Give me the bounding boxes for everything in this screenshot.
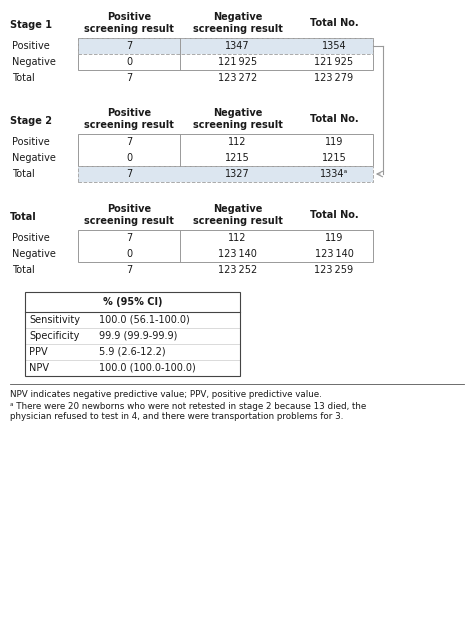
Text: Total: Total <box>12 265 35 275</box>
Bar <box>78 38 373 54</box>
Text: 1347: 1347 <box>225 41 250 51</box>
Text: Positive
screening result: Positive screening result <box>84 12 174 34</box>
Text: 1334ᵃ: 1334ᵃ <box>320 169 348 179</box>
Text: 123 252: 123 252 <box>218 265 257 275</box>
Text: 123 259: 123 259 <box>314 265 354 275</box>
Bar <box>78 38 373 54</box>
Text: Total: Total <box>12 169 35 179</box>
Text: Negative: Negative <box>12 153 56 163</box>
Text: 123 279: 123 279 <box>314 73 354 83</box>
Text: 112: 112 <box>228 233 247 243</box>
Text: 1327: 1327 <box>225 169 250 179</box>
Text: 100.0 (56.1-100.0): 100.0 (56.1-100.0) <box>99 315 190 325</box>
Text: Negative
screening result: Negative screening result <box>192 204 283 226</box>
Text: 7: 7 <box>126 169 132 179</box>
Text: Negative: Negative <box>12 249 56 259</box>
Text: NPV: NPV <box>29 363 49 373</box>
Bar <box>78 38 373 70</box>
Text: Total: Total <box>10 211 37 221</box>
Bar <box>78 166 373 182</box>
Text: Specificity: Specificity <box>29 331 79 341</box>
Text: 1215: 1215 <box>225 153 250 163</box>
Text: 7: 7 <box>126 41 132 51</box>
Text: 7: 7 <box>126 73 132 83</box>
Text: Total: Total <box>12 73 35 83</box>
Text: 5.9 (2.6-12.2): 5.9 (2.6-12.2) <box>99 347 165 357</box>
Text: 7: 7 <box>126 265 132 275</box>
Text: Positive: Positive <box>12 41 50 51</box>
Bar <box>25 292 240 376</box>
Bar <box>78 166 373 182</box>
Text: Positive
screening result: Positive screening result <box>84 204 174 226</box>
Text: Stage 1: Stage 1 <box>10 19 52 29</box>
Text: 123 140: 123 140 <box>315 249 354 259</box>
Text: 1354: 1354 <box>322 41 346 51</box>
Text: % (95% CI): % (95% CI) <box>103 297 162 307</box>
Text: 7: 7 <box>126 233 132 243</box>
Text: Total No.: Total No. <box>310 114 358 124</box>
Text: 112: 112 <box>228 137 247 147</box>
Text: 119: 119 <box>325 137 343 147</box>
Text: 1215: 1215 <box>322 153 346 163</box>
Text: 121 925: 121 925 <box>218 57 257 67</box>
Text: 123 140: 123 140 <box>218 249 257 259</box>
Text: NPV indicates negative predictive value; PPV, positive predictive value.: NPV indicates negative predictive value;… <box>10 390 322 399</box>
Text: 0: 0 <box>126 57 132 67</box>
Text: Positive
screening result: Positive screening result <box>84 108 174 130</box>
Text: 119: 119 <box>325 233 343 243</box>
Text: Total No.: Total No. <box>310 210 358 220</box>
Text: Positive: Positive <box>12 233 50 243</box>
Text: PPV: PPV <box>29 347 47 357</box>
Text: 99.9 (99.9-99.9): 99.9 (99.9-99.9) <box>99 331 177 341</box>
Text: ᵃ There were 20 newborns who were not retested in stage 2 because 13 died, the
p: ᵃ There were 20 newborns who were not re… <box>10 402 366 421</box>
Text: Total No.: Total No. <box>310 18 358 28</box>
Text: 0: 0 <box>126 153 132 163</box>
Text: Negative: Negative <box>12 57 56 67</box>
Text: 123 272: 123 272 <box>218 73 257 83</box>
Bar <box>78 230 373 262</box>
Text: Sensitivity: Sensitivity <box>29 315 80 325</box>
Text: Negative
screening result: Negative screening result <box>192 108 283 130</box>
Text: Negative
screening result: Negative screening result <box>192 12 283 34</box>
Text: 0: 0 <box>126 249 132 259</box>
Text: 100.0 (100.0-100.0): 100.0 (100.0-100.0) <box>99 363 196 373</box>
Text: 121 925: 121 925 <box>314 57 354 67</box>
Text: Positive: Positive <box>12 137 50 147</box>
Bar <box>78 134 373 166</box>
Text: Stage 2: Stage 2 <box>10 116 52 126</box>
Text: 7: 7 <box>126 137 132 147</box>
